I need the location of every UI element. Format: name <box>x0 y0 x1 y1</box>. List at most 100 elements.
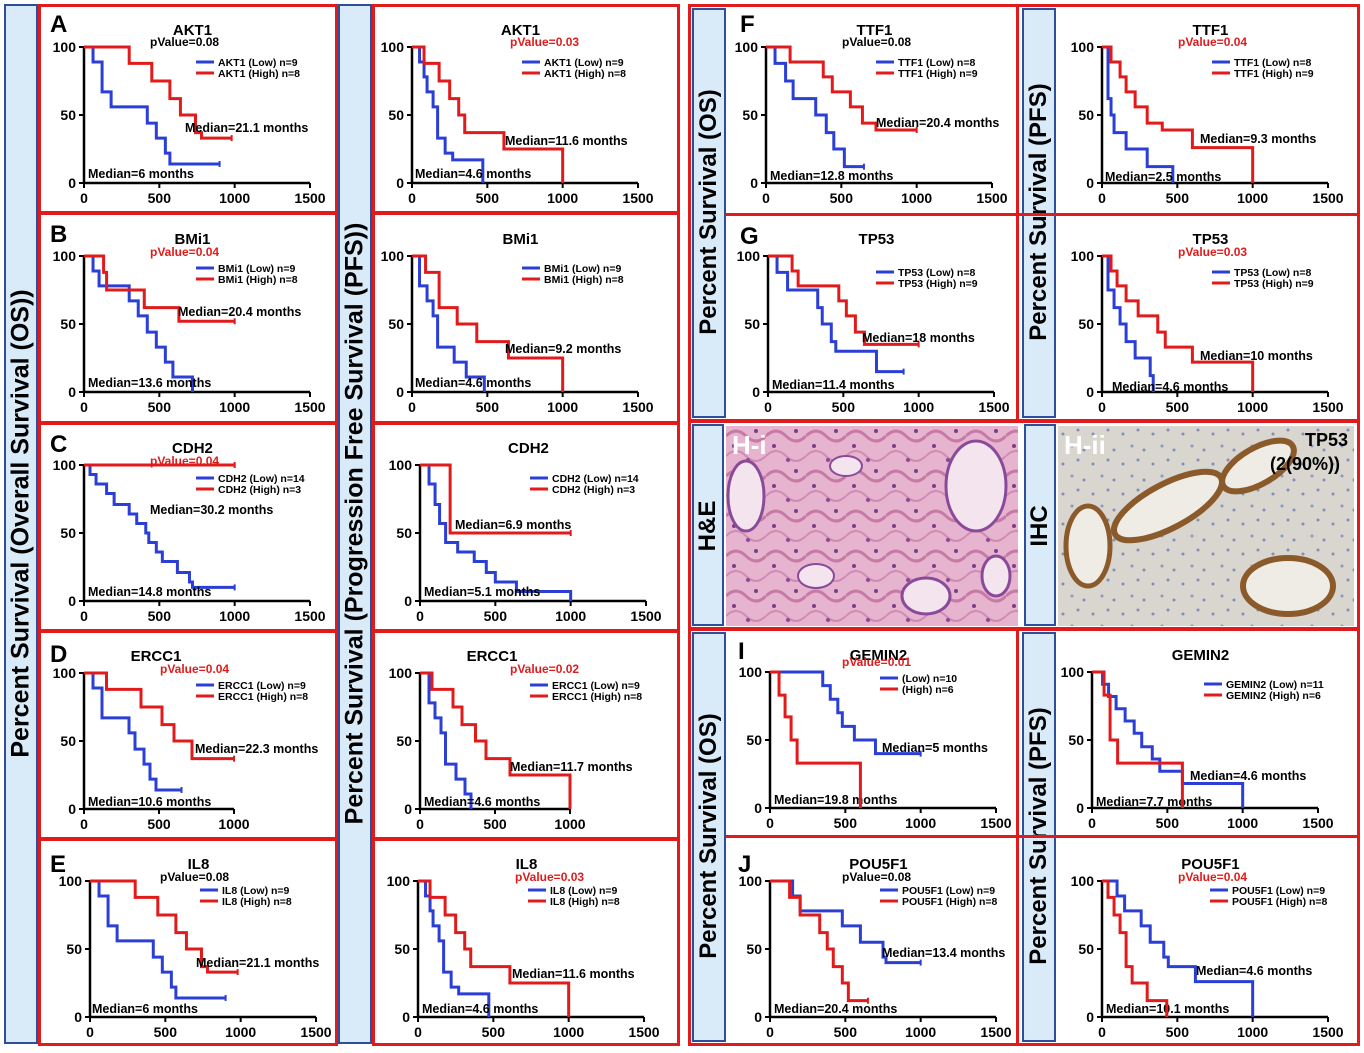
km-curve-low <box>418 879 491 1017</box>
median-label: Median=20.4 months <box>774 1002 897 1016</box>
x-tick-label: 1500 <box>294 399 325 415</box>
p-value: pValue=0.04 <box>150 245 219 259</box>
km-curve-low <box>1102 879 1255 1017</box>
legend-entry: TP53 (High) n=9 <box>1234 278 1314 290</box>
x-tick-label: 1000 <box>219 399 250 415</box>
x-tick-label: 0 <box>762 190 770 206</box>
median-label: Median=18 months <box>862 331 975 345</box>
median-label: Median=5 months <box>882 741 988 755</box>
x-tick-label: 1000 <box>553 1024 584 1040</box>
y-tick-label: 50 <box>396 525 412 541</box>
legend-entry: BMi1 (High) n=8 <box>218 274 298 286</box>
x-tick-label: 0 <box>80 608 88 624</box>
x-tick-label: 500 <box>832 399 856 415</box>
legend-entry: (High) n=6 <box>902 684 954 696</box>
x-tick-label: 1000 <box>901 190 932 206</box>
median-label: Median=30.2 months <box>150 503 273 517</box>
y-tick-label: 50 <box>1078 107 1094 123</box>
km-curve-low <box>1102 45 1175 183</box>
y-tick-label: 50 <box>744 316 760 332</box>
x-tick-label: 1000 <box>905 1024 936 1040</box>
median-label: Median=6 months <box>92 1002 198 1016</box>
legend-entry: TTF1 (Low) n=8 <box>1234 57 1311 69</box>
pfs-sidebar-left <box>338 4 372 1044</box>
y-tick-label: 50 <box>746 732 762 748</box>
km-plot-B-PFS: 0 500 1000 1500 0 50 100 BMi1 BMi1 (Low) n=9 Medi… <box>381 231 654 415</box>
y-tick-label: 50 <box>60 525 76 541</box>
y-tick-label: 0 <box>752 384 760 400</box>
y-tick-label: 100 <box>1071 39 1095 55</box>
x-tick-label: 500 <box>154 1024 178 1040</box>
row-frame-E-pfs <box>372 838 680 1046</box>
plot-title: AKT1 <box>501 22 540 39</box>
km-curve-high <box>84 45 232 140</box>
km-curve-high <box>770 879 868 1003</box>
median-label: Median=11.7 months <box>510 760 633 774</box>
plot-title: IL8 <box>188 856 210 873</box>
median-label: Median=7.7 months <box>1096 795 1212 809</box>
legend-entry: BMi1 (High) n=8 <box>544 274 624 286</box>
y-tick-label: 100 <box>53 248 77 264</box>
x-tick-label: 0 <box>408 399 416 415</box>
legend-entry: (Low) n=10 <box>902 673 957 685</box>
y-tick-label: 0 <box>754 1009 762 1025</box>
x-tick-label: 0 <box>416 608 424 624</box>
x-tick-label: 500 <box>483 816 507 832</box>
p-value: pValue=0.08 <box>842 870 911 884</box>
plot-title: AKT1 <box>173 22 212 39</box>
km-curve-high <box>418 879 571 1017</box>
median-label: Median=10.6 months <box>88 795 211 809</box>
median-label: Median=9.3 months <box>1200 132 1316 146</box>
x-tick-label: 1500 <box>1312 190 1343 206</box>
y-tick-label: 100 <box>1071 248 1095 264</box>
y-tick-label: 100 <box>735 39 759 55</box>
legend-entry: POU5F1 (Low) n=9 <box>902 885 995 897</box>
y-tick-label: 50 <box>1078 941 1094 957</box>
median-label: Median=11.6 months <box>505 134 628 148</box>
km-curve-low <box>768 254 904 374</box>
x-tick-label: 500 <box>830 190 854 206</box>
p-value: pValue=0.03 <box>515 870 584 884</box>
legend-entry: GEMIN2 (Low) n=11 <box>1226 679 1324 691</box>
km-curve-high <box>420 671 572 809</box>
y-tick-label: 100 <box>53 665 77 681</box>
legend-entry: BMi1 (Low) n=9 <box>544 263 621 275</box>
y-tick-label: 0 <box>402 1009 410 1025</box>
x-tick-label: 1000 <box>1227 815 1258 831</box>
x-tick-label: 1500 <box>978 399 1009 415</box>
legend-entry: AKT1 (Low) n=9 <box>544 57 624 69</box>
panel-letter-I: I <box>738 638 745 665</box>
km-plot-J-PFS: 0 500 1000 1500050100POU5F1pValue=0.04POU5F… <box>1071 856 1344 1040</box>
os-sidebar-left <box>4 4 38 1044</box>
y-tick-label: 50 <box>396 733 412 749</box>
y-tick-label: 0 <box>68 175 76 191</box>
y-tick-label: 0 <box>68 593 76 609</box>
x-tick-label: 0 <box>80 399 88 415</box>
x-tick-label: 1000 <box>225 1024 256 1040</box>
legend-entry: AKT1 (High) n=8 <box>218 68 300 80</box>
y-tick-label: 50 <box>388 107 404 123</box>
km-curve-low <box>412 45 485 183</box>
km-curve-low <box>420 463 573 601</box>
legend-entry: TTF1 (High) n=9 <box>1234 68 1314 80</box>
row-frame-I <box>726 628 1360 838</box>
y-tick-label: 50 <box>746 941 762 957</box>
y-tick-label: 100 <box>389 665 413 681</box>
median-label: Median=11.6 months <box>512 967 635 981</box>
median-label: Median=4.6 months <box>415 167 531 181</box>
y-tick-label: 100 <box>389 457 413 473</box>
x-tick-label: 1000 <box>554 816 585 832</box>
legend-entry: TP53 (Low) n=8 <box>898 267 975 279</box>
median-label: Median=4.6 months <box>415 376 531 390</box>
x-tick-label: 1000 <box>547 399 578 415</box>
km-plot-G-OS: 0 500 1000 1500 0 50 100 TP53 G TP53 (Low) n=8 Med… <box>737 223 1010 415</box>
x-tick-label: 0 <box>1088 815 1096 831</box>
plot-title: GEMIN2 <box>850 647 908 664</box>
x-tick-label: 0 <box>766 815 774 831</box>
x-tick-label: 1000 <box>547 190 578 206</box>
